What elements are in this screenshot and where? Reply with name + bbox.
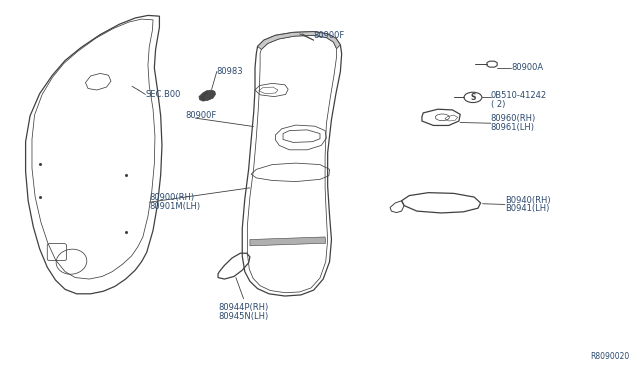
Text: R8090020: R8090020 [590, 352, 629, 361]
Text: 80960(RH): 80960(RH) [491, 114, 536, 123]
Text: 0B510-41242: 0B510-41242 [491, 91, 547, 100]
Text: ( 2): ( 2) [491, 100, 505, 109]
Text: 80983: 80983 [217, 67, 243, 76]
Text: B0941(LH): B0941(LH) [505, 204, 549, 214]
Polygon shape [199, 90, 216, 101]
Text: S: S [470, 93, 476, 102]
Text: 80900F: 80900F [185, 111, 216, 121]
Text: 80900F: 80900F [314, 31, 345, 40]
Text: 80945N(LH): 80945N(LH) [218, 312, 269, 321]
Text: 80900(RH): 80900(RH) [149, 193, 195, 202]
Polygon shape [257, 32, 340, 49]
Text: 80944P(RH): 80944P(RH) [218, 304, 269, 312]
Text: 80900A: 80900A [511, 63, 543, 72]
Text: SEC.B00: SEC.B00 [145, 90, 180, 99]
Polygon shape [250, 237, 326, 246]
Text: B0940(RH): B0940(RH) [505, 196, 550, 205]
Text: 80901M(LH): 80901M(LH) [149, 202, 200, 211]
Text: 80961(LH): 80961(LH) [491, 123, 535, 132]
